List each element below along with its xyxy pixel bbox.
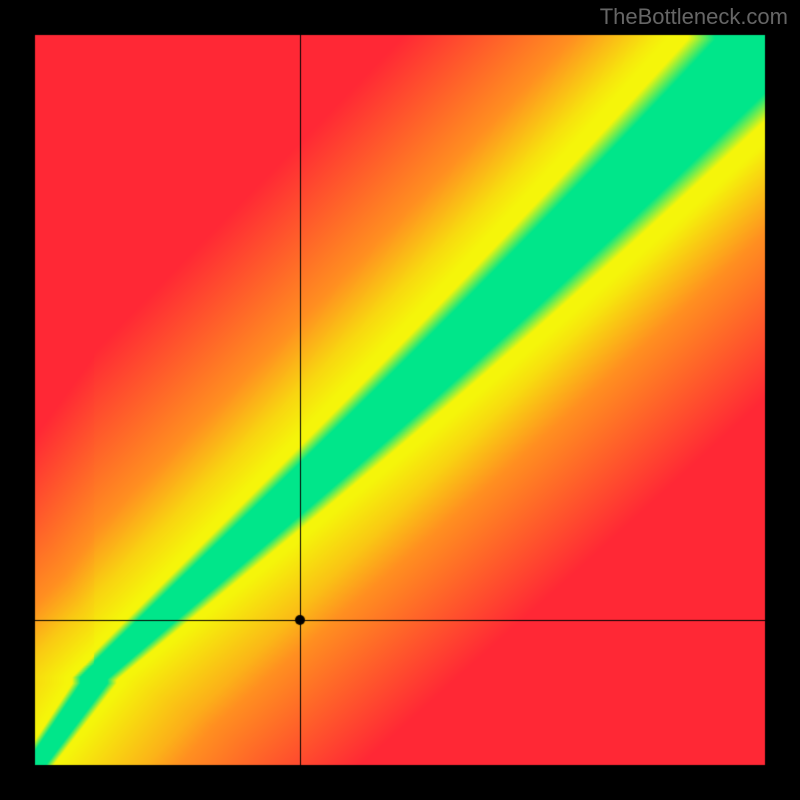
watermark-text: TheBottleneck.com [600, 4, 788, 30]
chart-container: TheBottleneck.com [0, 0, 800, 800]
bottleneck-heatmap [0, 0, 800, 800]
